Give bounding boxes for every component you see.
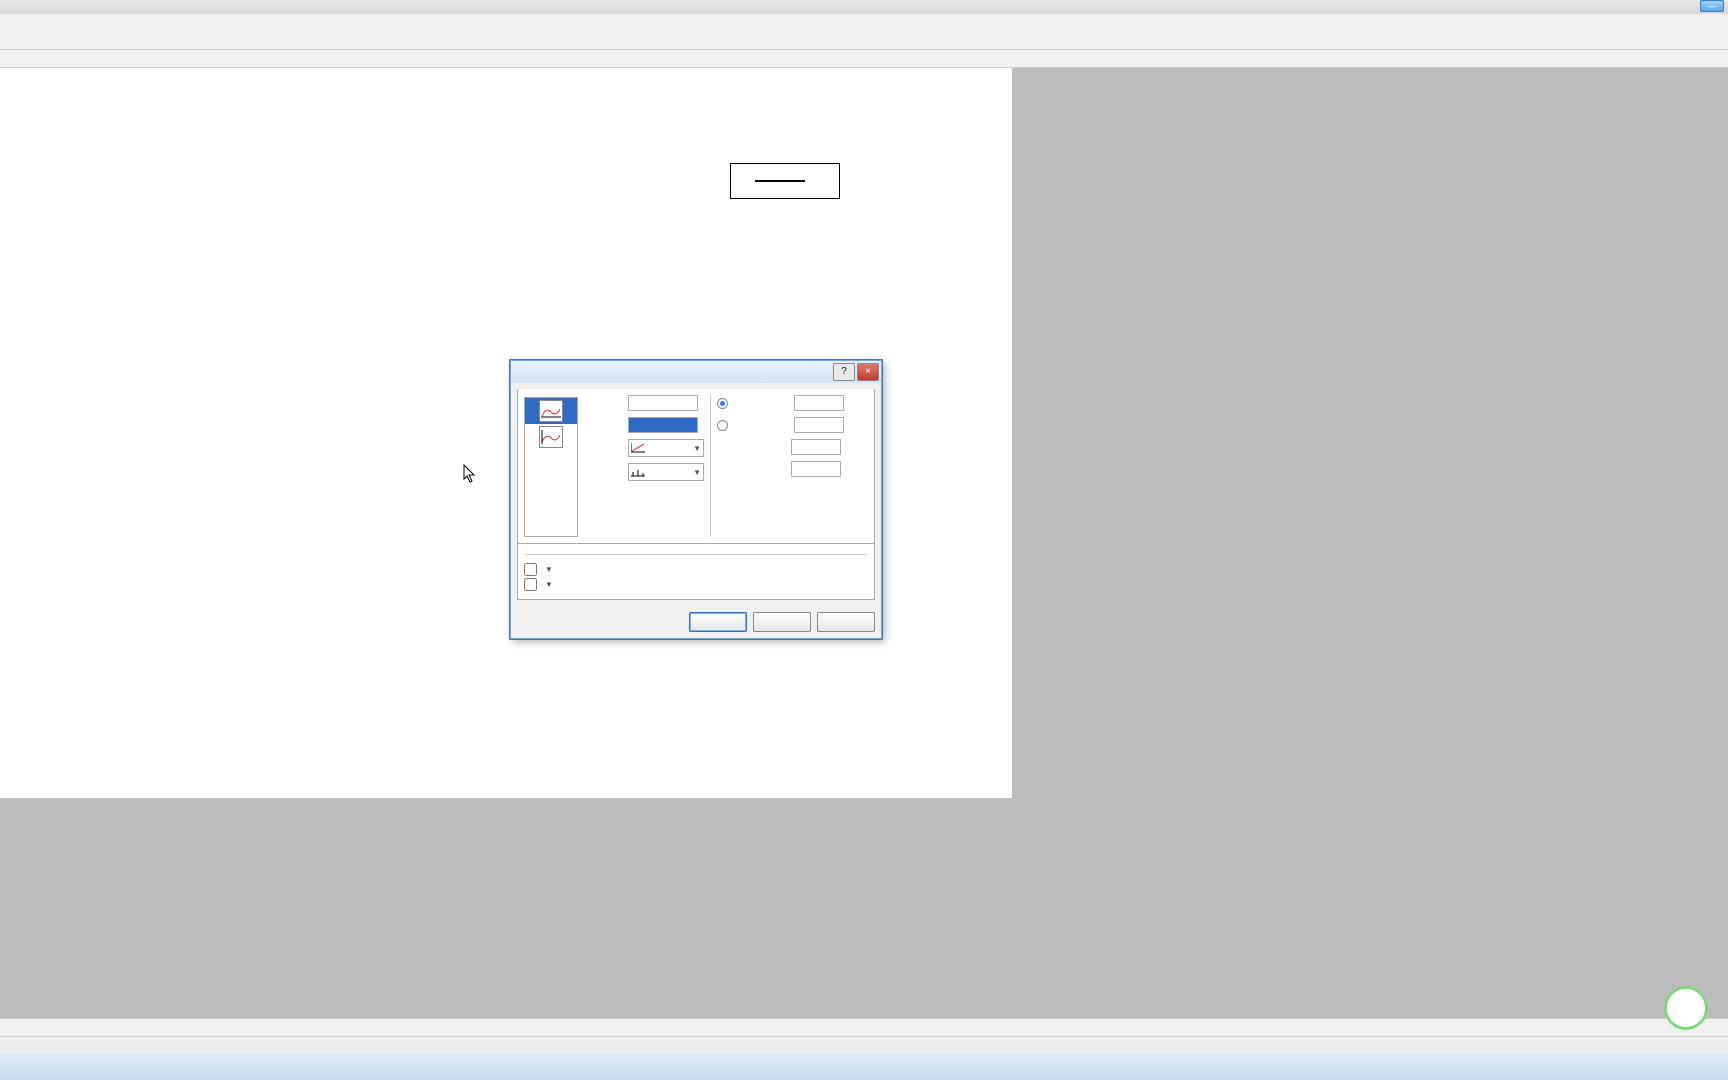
performance-badge [1664,986,1708,1030]
dialog-close-button[interactable]: × [857,363,879,381]
dialog-form: ▼ ▼ [584,395,868,537]
menu-bar [0,14,1728,32]
minor-ticks-input[interactable] [791,439,841,455]
minimize-button[interactable]: — [1700,0,1724,12]
form-divider [710,395,711,537]
app-title-bar: — [0,0,1728,14]
rescale-combo[interactable]: ▼ [628,463,704,481]
selection-horizontal[interactable] [525,398,577,424]
chevron-down-icon: ▼ [693,468,701,477]
window-controls: — [1700,0,1726,12]
increment-input[interactable] [794,395,844,411]
major-ticks-radio[interactable] [717,420,728,431]
horizontal-axis-icon [539,400,563,422]
form-left-column: ▼ ▼ [584,395,704,537]
chevron-down-icon: ▼ [693,444,701,453]
form-right-column [717,395,844,537]
chevron-down-icon: ▼ [545,580,553,589]
minor-dataset-combo[interactable]: ▼ [545,579,868,590]
major-from-dataset-checkbox[interactable] [524,563,537,576]
dialog-content: ▼ ▼ [517,389,875,544]
dialog-button-row [511,606,881,638]
workspace: ? × [0,68,1728,1038]
dialog-help-button[interactable]: ? [833,363,855,381]
taskbar [0,1054,1728,1080]
from-input[interactable] [628,395,698,411]
cancel-button[interactable] [753,612,811,632]
workspace-gray-area [1012,68,1728,798]
increment-radio[interactable] [717,398,728,409]
selection-vertical[interactable] [525,424,577,450]
axis-dialog: ? × [510,360,882,639]
apply-button[interactable] [817,612,875,632]
vertical-axis-icon [539,426,563,448]
first-tick-input[interactable] [791,461,841,477]
ticks-location-section: ▼ ▼ [517,544,875,600]
minor-from-dataset-checkbox[interactable] [524,578,537,591]
major-dataset-combo[interactable]: ▼ [545,564,868,575]
status-bar [0,1036,1728,1054]
type-combo[interactable]: ▼ [628,439,704,457]
dialog-body: ▼ ▼ ▼ ▼ [511,383,881,606]
ok-button[interactable] [689,612,747,632]
chevron-down-icon: ▼ [545,565,553,574]
selection-list [524,397,578,537]
to-input[interactable] [628,417,698,433]
major-ticks-input[interactable] [794,417,844,433]
dialog-title-bar[interactable]: ? × [511,361,881,383]
format-toolbar [0,50,1728,68]
selection-panel [524,395,578,537]
graph-toolbar [0,1018,1728,1036]
standard-toolbar [0,32,1728,50]
